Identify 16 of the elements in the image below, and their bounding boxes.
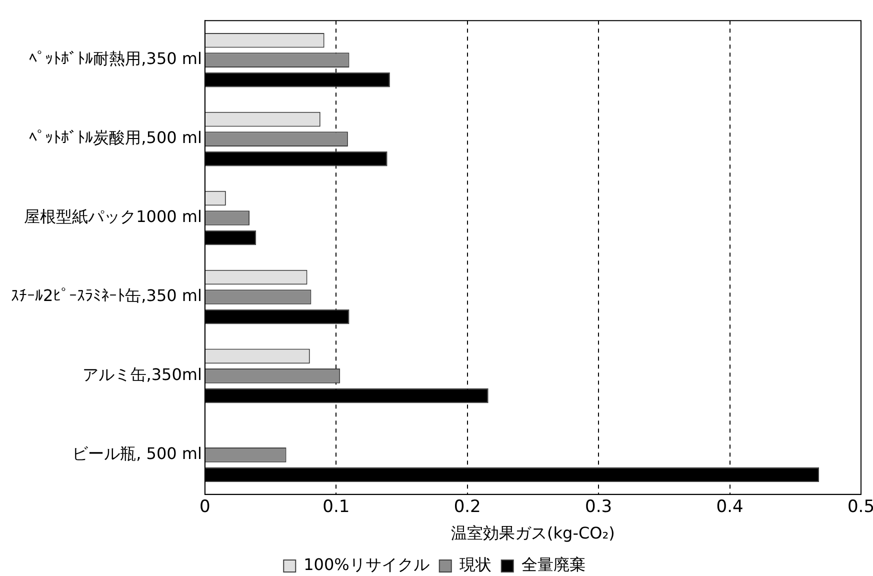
legend-label: 100%リサイクル (304, 555, 430, 574)
x-tick-label: 0.4 (716, 497, 744, 518)
y-tick-label: 屋根型紙パック1000 ml (24, 207, 202, 226)
legend-label: 現状 (459, 555, 492, 574)
y-tick-label: ビール瓶, 500 ml (72, 444, 202, 464)
y-tick-label: ﾍﾟｯﾄﾎﾞﾄﾙ耐熱用,350 ml (29, 49, 202, 68)
x-tick-label: 0.5 (847, 497, 873, 518)
y-tick-label: アルミ缶,350ml (82, 365, 202, 384)
legend-label: 全量廃棄 (521, 555, 586, 574)
x-tick-label: 0 (200, 497, 210, 518)
x-tick-label: 0.2 (454, 497, 481, 518)
y-tick-label: ｽﾁｰﾙ2ﾋﾟｰｽﾗﾐﾈｰﾄ缶,350 ml (11, 286, 202, 306)
x-axis-title: 温室効果ガス(kg-CO₂) (451, 524, 615, 543)
y-tick-label: ﾍﾟｯﾄﾎﾞﾄﾙ炭酸用,500 ml (29, 128, 202, 148)
x-tick-label: 0.3 (585, 497, 612, 518)
x-tick-label: 0.1 (322, 497, 350, 518)
